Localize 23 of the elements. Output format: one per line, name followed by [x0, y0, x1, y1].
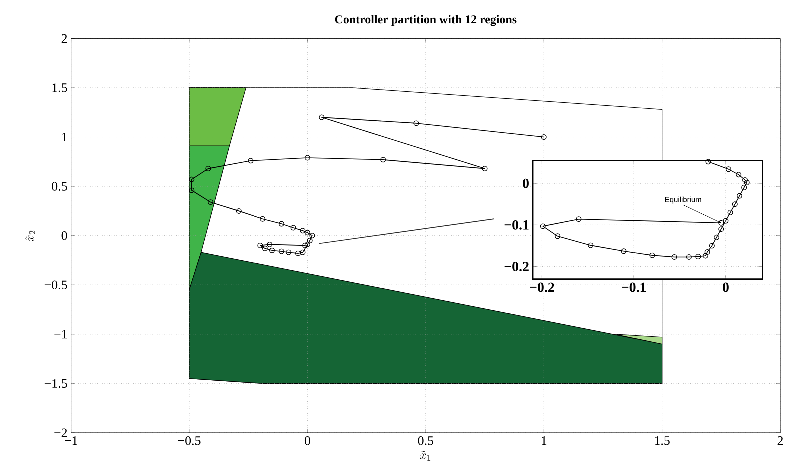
y-tick-label: 2	[62, 34, 68, 43]
y-tick-label: −1.5	[44, 379, 68, 388]
y-tick-label: 1.5	[52, 84, 68, 92]
y-tick-label: −1	[54, 330, 68, 339]
y-tick-label: −0.2	[504, 262, 529, 272]
y-tick-label: 0.5	[52, 182, 68, 191]
x-tick-label: 1	[542, 436, 547, 446]
x-tick-label: 2	[778, 436, 784, 446]
y-tick-label: 0	[523, 178, 529, 188]
x-tick-label: 0	[723, 282, 729, 292]
y-tick-label: −0.1	[504, 220, 529, 230]
x-tick-label: −0.2	[530, 282, 554, 292]
y-tick-label: 1	[62, 132, 68, 142]
y-axis-title: $\tilde{x}_2$	[26, 230, 36, 242]
y-tick-label: 0	[62, 231, 68, 240]
x-tick-label: −0.5	[178, 436, 201, 446]
x-tick-label: 1.5	[655, 436, 670, 446]
x-tick-label: −0.1	[622, 282, 646, 292]
chart-title: Controller partition with 12 regions	[335, 15, 517, 26]
x-tick-label: 0.5	[418, 436, 434, 446]
y-tick-label: −2	[54, 428, 68, 438]
x-tick-label: 0	[304, 436, 310, 446]
x-axis-title: $\tilde{x}_1$	[420, 451, 431, 461]
